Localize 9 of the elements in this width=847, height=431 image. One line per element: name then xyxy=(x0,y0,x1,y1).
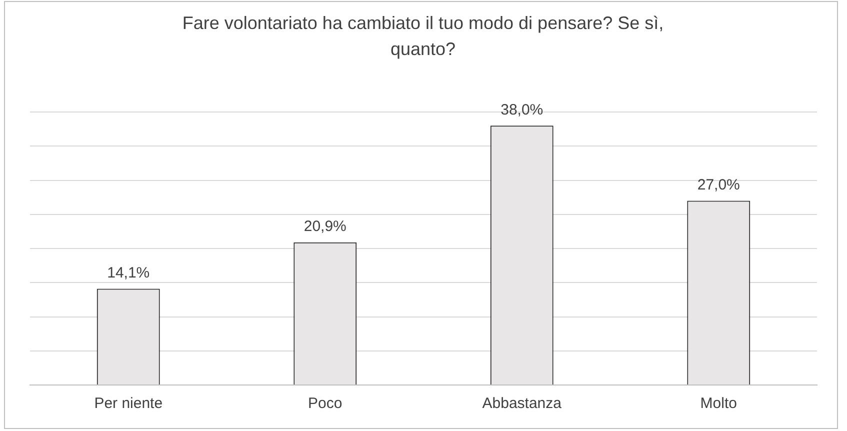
data-label: 20,9% xyxy=(304,218,346,235)
data-label: 38,0% xyxy=(500,101,544,118)
chart-title: Fare volontariato ha cambiato il tuo modo di pensare? Se sì, quanto? xyxy=(181,12,665,61)
x-tick-label: Poco xyxy=(308,395,342,412)
x-tick-label: Molto xyxy=(700,395,737,412)
data-label: 27,0% xyxy=(697,176,740,194)
data-label: 14,1% xyxy=(107,264,150,282)
x-tick-label: Abbastanza xyxy=(482,395,562,412)
x-tick-label: Per niente xyxy=(94,395,163,412)
